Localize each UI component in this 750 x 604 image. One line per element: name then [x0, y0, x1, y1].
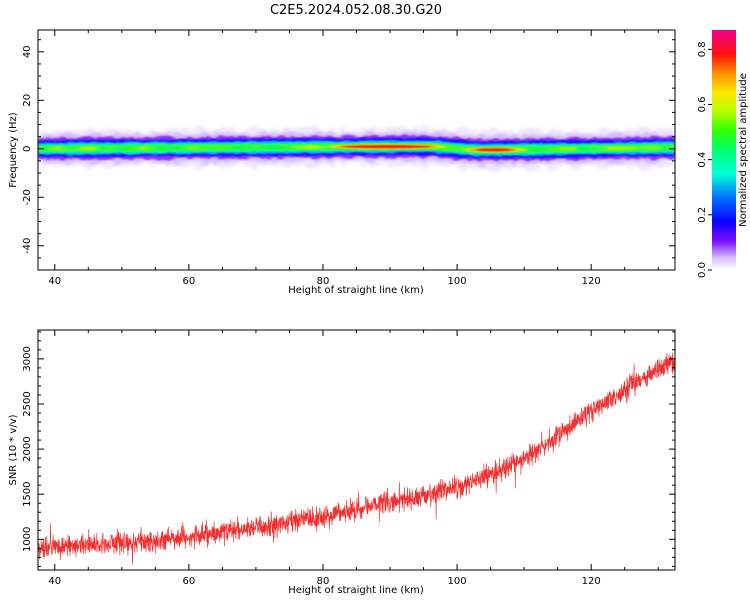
snr-y-tick-label: 3000 — [22, 346, 33, 371]
spectrogram-amplitude-patch — [578, 147, 589, 151]
spectrogram-x-label: Height of straight line (km) — [288, 285, 424, 296]
snr-x-tick-label: 40 — [48, 576, 61, 587]
spectrogram-amplitude-patch — [38, 147, 51, 151]
snr-series-line — [38, 352, 675, 565]
colorbar-tick-label: 0.4 — [697, 152, 708, 168]
spectrogram-amplitude-patch — [639, 146, 663, 150]
snr-x-tick-label: 80 — [317, 576, 330, 587]
spectrogram-amplitude-patch — [153, 146, 176, 150]
spectrogram-amplitude-patch — [260, 145, 278, 149]
spectrogram-amplitude-patch — [110, 146, 132, 150]
colorbar-tick-label: 0.6 — [697, 97, 708, 113]
spectrogram-amplitude-patch — [569, 147, 579, 151]
spectrogram-y-tick-label: -20 — [22, 189, 33, 205]
colorbar-tick-label: 0.2 — [697, 207, 708, 223]
spectrogram-peak-max-0 — [342, 145, 432, 148]
spectrogram-y-tick-label: 0 — [22, 146, 33, 152]
snr-x-tick-label: 60 — [183, 576, 196, 587]
colorbar-tick-label: 0.8 — [697, 41, 708, 57]
colorbar-gradient — [712, 30, 736, 270]
colorbar: 0.0 0.2 0.4 0.6 0.8 Normalized spectral ampl… — [697, 30, 749, 278]
spectrogram-amplitude-patch — [620, 146, 638, 150]
spectrogram-amplitude-patch — [196, 146, 217, 150]
spectrogram-amplitude-patch — [305, 145, 321, 149]
figure-title: C2E5.2024.052.08.30.G20 — [270, 3, 442, 18]
snr-ticks: 40 60 80 100 120 1000 1500 2000 2500 3000 — [22, 330, 675, 587]
snr-x-tick-label: 100 — [448, 576, 467, 587]
spectrogram-y-tick-label: -40 — [22, 238, 33, 254]
spectrogram-amplitude-patch — [75, 146, 98, 151]
snr-y-label: SNR (10 * v/v) — [8, 414, 19, 485]
snr-y-tick-label: 1000 — [22, 527, 33, 552]
spectrogram-x-tick-label: 80 — [317, 276, 330, 287]
snr-y-tick-label: 2000 — [22, 436, 33, 461]
spectrogram-heatmap — [38, 123, 675, 174]
colorbar-tick-label: 0.0 — [697, 262, 708, 278]
spectrogram-y-tick-label: 20 — [22, 94, 33, 107]
spectrogram-x-tick-label: 100 — [448, 276, 467, 287]
spectrogram-amplitude-patch — [139, 146, 149, 150]
snr-x-tick-label: 120 — [582, 576, 601, 587]
colorbar-label: Normalized spectral amplitude — [738, 73, 749, 227]
spectrogram-amplitude-patch — [590, 146, 608, 151]
spectrogram-x-tick-label: 60 — [183, 276, 196, 287]
snr-panel: 40 60 80 100 120 1000 1500 2000 2500 3000 Height … — [8, 329, 676, 596]
snr-y-tick-label: 2500 — [22, 391, 33, 416]
spectrogram-amplitude-patch — [230, 146, 244, 150]
spectrogram-y-label: Frequency (Hz) — [8, 112, 19, 188]
spectrogram-y-tick-label: 40 — [22, 45, 33, 58]
colorbar-ticks: 0.0 0.2 0.4 0.6 0.8 — [697, 41, 712, 278]
spectrogram-peak-max-1 — [476, 148, 512, 151]
spectrogram-ticks: 40 60 80 100 120 -40 -20 0 20 40 — [22, 30, 675, 287]
spectrogram-x-tick-label: 120 — [582, 276, 601, 287]
snr-y-tick-label: 1500 — [22, 481, 33, 506]
snr-x-label: Height of straight line (km) — [288, 585, 424, 596]
spectrogram-panel: 40 60 80 100 120 -40 -20 0 20 40 Height of straig… — [8, 29, 676, 296]
spectrogram-x-tick-label: 40 — [48, 276, 61, 287]
